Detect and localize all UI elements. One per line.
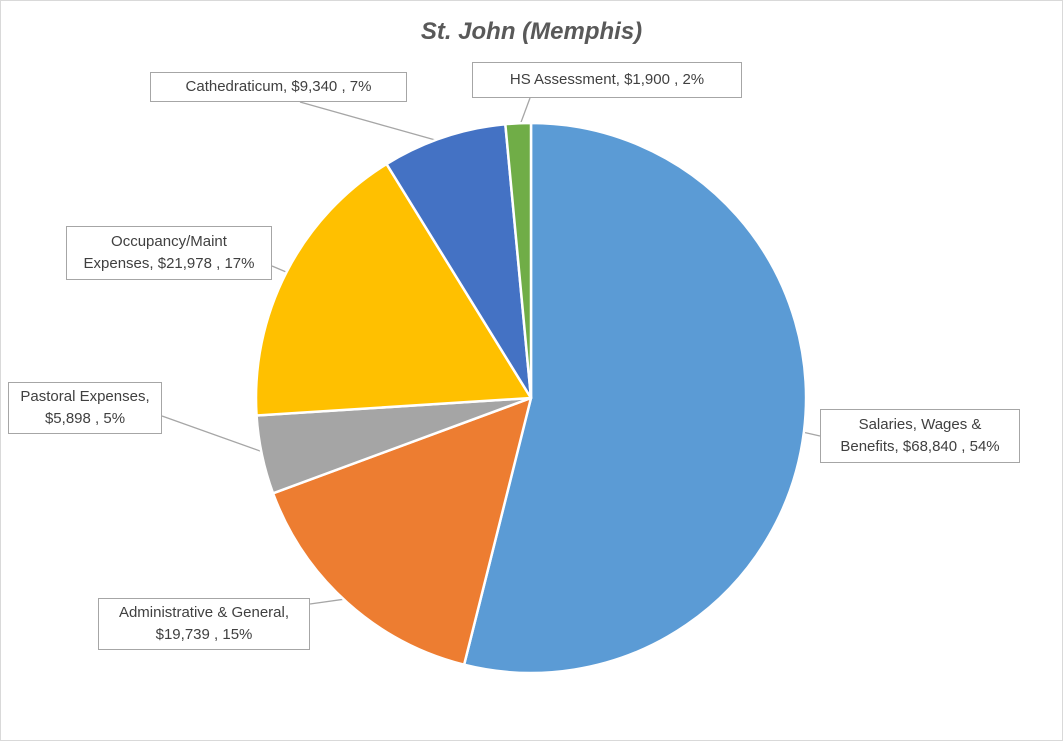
data-label-cathedraticum-line1: Cathedraticum, $9,340 , 7% (185, 78, 372, 95)
data-label-admin: Administrative & General, $19,739 , 15% (98, 598, 310, 650)
data-label-hs-assessment-line1: HS Assessment, $1,900 , 2% (509, 71, 705, 88)
data-label-salaries-line1: Salaries, Wages & (858, 416, 982, 433)
pie-slice-cathedraticum (385, 122, 533, 400)
data-label-occupancy: Occupancy/Maint Expenses, $21,978 , 17% (66, 226, 272, 280)
data-label-admin-line1: Administrative & General, (118, 604, 290, 621)
pie-slice-salaries-wages-benefits (462, 121, 808, 675)
data-label-occupancy-line2: Expenses, $21,978 , 17% (83, 255, 255, 272)
data-label-salaries-line2: Benefits, $68,840 , 54% (840, 438, 1000, 455)
pie-slice-hs-assessment (504, 121, 533, 400)
leader-line-2 (161, 415, 269, 455)
data-label-pastoral: Pastoral Expenses, $5,898 , 5% (8, 382, 162, 434)
leader-line-4 (299, 101, 446, 144)
data-label-salaries: Salaries, Wages & Benefits, $68,840 , 54… (820, 409, 1020, 463)
data-label-pastoral-line1: Pastoral Expenses, (20, 388, 150, 405)
data-label-occupancy-line1: Occupancy/Maint (111, 233, 227, 250)
data-label-pastoral-line2: $5,898 , 5% (44, 410, 126, 427)
pie-slice-occupancy-maint-expenses (254, 162, 533, 417)
data-label-hs-assessment: HS Assessment, $1,900 , 2% (472, 62, 742, 98)
pie-slice-administrative-general (271, 396, 533, 666)
data-label-cathedraticum: Cathedraticum, $9,340 , 7% (150, 72, 407, 102)
chart-title: St. John (Memphis) (420, 18, 643, 45)
data-label-admin-line2: $19,739 , 15% (155, 626, 253, 643)
